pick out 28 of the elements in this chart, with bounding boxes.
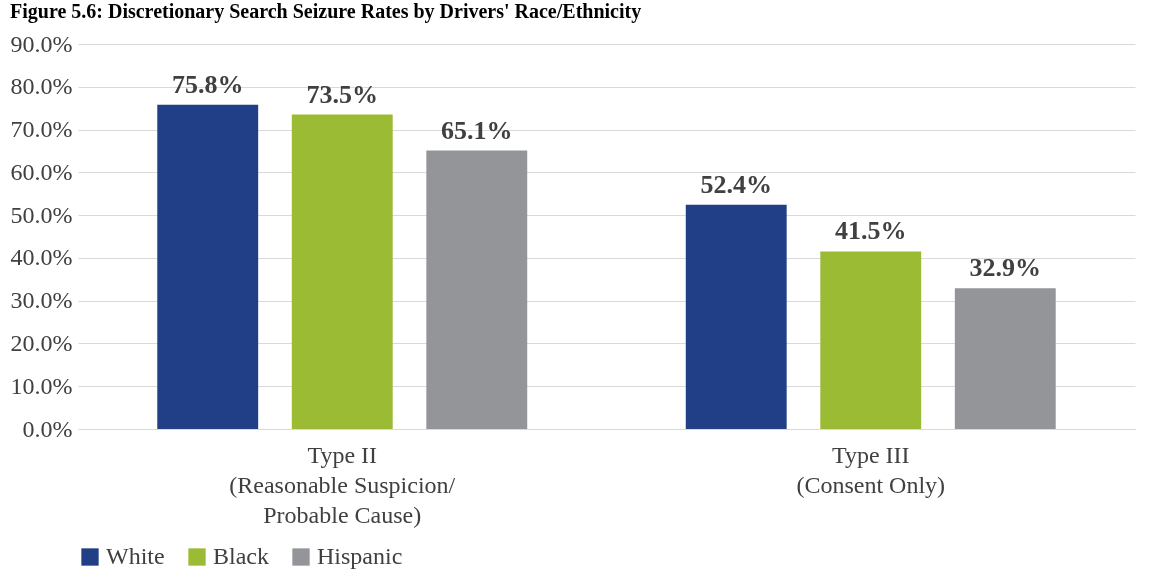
- y-tick-label: 30.0%: [10, 287, 73, 314]
- y-tick-label: 20.0%: [10, 329, 73, 356]
- data-label: 65.1%: [441, 115, 513, 145]
- legend-label: White: [106, 543, 165, 569]
- bar: [820, 251, 922, 429]
- bar: [685, 204, 787, 429]
- y-tick-label: 70.0%: [10, 116, 73, 143]
- data-label: 75.8%: [171, 69, 244, 99]
- data-label: 32.9%: [969, 253, 1042, 283]
- y-tick-label: 10.0%: [10, 372, 73, 399]
- y-tick-label: 90.0%: [10, 30, 73, 57]
- bar: [291, 114, 393, 429]
- x-tick-label: Type III (Consent Only): [796, 441, 946, 498]
- bar: [426, 150, 528, 429]
- x-tick-label: Type II (Reasonable Suspicion/ Probable Cause): [229, 441, 456, 528]
- y-tick-label: 0.0%: [22, 415, 73, 442]
- y-tick-label: 50.0%: [10, 201, 73, 228]
- data-label: 52.4%: [700, 169, 772, 199]
- legend-label: Hispanic: [317, 543, 403, 569]
- data-label: 41.5%: [835, 216, 907, 246]
- data-label: 73.5%: [306, 79, 378, 109]
- y-tick-label: 40.0%: [10, 244, 73, 271]
- bar: [954, 288, 1056, 429]
- y-tick-label: 60.0%: [10, 158, 73, 185]
- legend-label: Black: [213, 543, 269, 569]
- chart-title: Figure 5.6: Discretionary Search Seizure Rates by Drivers' Race/Ethnicity: [10, 0, 642, 23]
- y-tick-label: 80.0%: [10, 73, 73, 100]
- bar: [157, 104, 259, 429]
